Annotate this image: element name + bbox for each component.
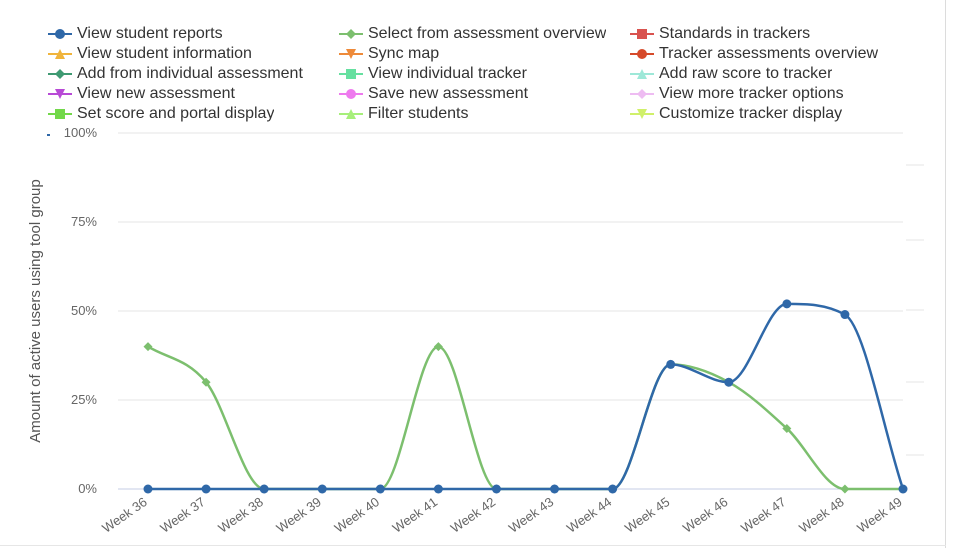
- data-point-select-from-assessment-overview: [201, 377, 211, 387]
- legend-item-save-new-assessment[interactable]: Save new assessment: [337, 84, 628, 104]
- data-point-view-student-reports: [724, 377, 734, 387]
- legend-symbol-icon: [630, 29, 654, 39]
- legend-item-filter-students[interactable]: Filter students: [337, 104, 628, 122]
- data-point-view-student-reports: [898, 484, 908, 494]
- data-point-view-student-reports: [666, 359, 676, 369]
- series-line-view-student-reports: [148, 302, 905, 491]
- legend-symbol-icon: [339, 29, 363, 39]
- x-tick-label: Week 48: [796, 494, 846, 536]
- y-tick-label: 75%: [71, 214, 97, 229]
- bottom-divider: [0, 545, 946, 546]
- x-tick-label: Week 44: [564, 494, 614, 536]
- x-tick-label: Week 45: [622, 494, 672, 536]
- legend-label: View more tracker options: [659, 85, 844, 102]
- chart-legend: View student reports Select from assessme…: [46, 24, 926, 122]
- legend-item-sync-map[interactable]: Sync map: [337, 44, 628, 64]
- y-axis-marker: [47, 134, 50, 136]
- legend-item-add-raw-score-to-tracker[interactable]: Add raw score to tracker: [628, 64, 919, 84]
- legend-item-standards-in-trackers[interactable]: Standards in trackers: [628, 24, 919, 44]
- data-point-view-student-reports: [433, 484, 443, 494]
- data-point-select-from-assessment-overview: [143, 342, 153, 352]
- legend-symbol-icon: [630, 109, 654, 119]
- legend-symbol-icon: [339, 69, 363, 79]
- data-point-select-from-assessment-overview: [782, 423, 792, 433]
- data-point-view-student-reports: [550, 484, 560, 494]
- legend-item-select-from-assessment-overview[interactable]: Select from assessment overview: [337, 24, 628, 44]
- x-tick-label: Week 37: [157, 494, 207, 536]
- data-point-view-student-reports: [201, 484, 211, 494]
- x-tick-label: Week 47: [738, 494, 788, 536]
- legend-item-set-score-and-portal-display[interactable]: Set score and portal display: [46, 104, 337, 122]
- legend-label: Set score and portal display: [77, 105, 275, 122]
- legend-label: Select from assessment overview: [368, 25, 607, 42]
- y-tick-label: 50%: [71, 303, 97, 318]
- legend-item-add-from-individual-assessment[interactable]: Add from individual assessment: [46, 64, 337, 84]
- legend-symbol-icon: [339, 49, 363, 59]
- legend-label: Filter students: [368, 105, 469, 122]
- x-tick-label: Week 39: [274, 494, 324, 536]
- legend-symbol-icon: [48, 69, 72, 79]
- data-point-view-student-reports: [840, 310, 850, 320]
- data-point-view-student-reports: [491, 484, 501, 494]
- x-tick-label: Week 42: [448, 494, 498, 536]
- legend-symbol-icon: [339, 109, 363, 119]
- legend-symbol-icon: [630, 89, 654, 99]
- data-point-view-student-reports: [143, 484, 153, 494]
- data-point-select-from-assessment-overview: [840, 484, 850, 494]
- legend-symbol-icon: [630, 69, 654, 79]
- x-tick-label: Week 40: [332, 494, 382, 536]
- data-point-view-student-reports: [317, 484, 327, 494]
- legend-symbol-icon: [48, 29, 72, 39]
- legend-symbol-icon: [339, 89, 363, 99]
- legend-symbol-icon: [48, 109, 72, 119]
- data-point-view-student-reports: [259, 484, 269, 494]
- y-tick-label: 100%: [64, 125, 98, 140]
- legend-item-customize-tracker-display[interactable]: Customize tracker display: [628, 104, 919, 122]
- y-axis-title: Amount of active users using tool group: [27, 179, 44, 442]
- legend-label: Customize tracker display: [659, 105, 843, 122]
- x-tick-label: Week 49: [854, 494, 904, 536]
- legend-symbol-icon: [630, 49, 654, 59]
- data-point-view-student-reports: [375, 484, 385, 494]
- legend-item-view-student-reports[interactable]: View student reports: [46, 24, 337, 44]
- legend-label: Standards in trackers: [659, 25, 811, 42]
- legend-label: Add raw score to tracker: [659, 65, 833, 82]
- x-tick-label: Week 38: [215, 494, 265, 536]
- legend-label: View individual tracker: [368, 65, 527, 82]
- legend-item-view-new-assessment[interactable]: View new assessment: [46, 84, 337, 104]
- data-point-view-student-reports: [782, 299, 792, 309]
- legend-label: Sync map: [368, 45, 440, 62]
- legend-label: View student information: [77, 45, 252, 62]
- legend-label: Save new assessment: [368, 85, 529, 102]
- x-tick-label: Week 46: [680, 494, 730, 536]
- legend-item-tracker-assessments-overview[interactable]: Tracker assessments overview: [628, 44, 919, 64]
- series-line-select-from-assessment-overview: [147, 345, 903, 491]
- legend-label: View student reports: [77, 25, 223, 42]
- x-tick-label: Week 43: [506, 494, 556, 536]
- legend-label: Tracker assessments overview: [659, 45, 879, 62]
- legend-item-view-more-tracker-options[interactable]: View more tracker options: [628, 84, 919, 104]
- legend-label: Add from individual assessment: [77, 65, 303, 82]
- legend-item-view-student-information[interactable]: View student information: [46, 44, 337, 64]
- y-tick-label: 25%: [71, 392, 97, 407]
- data-point-view-student-reports: [608, 484, 618, 494]
- legend-symbol-icon: [48, 49, 72, 59]
- legend-symbol-icon: [48, 89, 72, 99]
- data-point-select-from-assessment-overview: [433, 342, 443, 352]
- legend-label: View new assessment: [77, 85, 235, 102]
- x-tick-label: Week 41: [390, 494, 440, 536]
- legend-item-view-individual-tracker[interactable]: View individual tracker: [337, 64, 628, 84]
- y-tick-label: 0%: [78, 481, 97, 496]
- x-tick-label: Week 36: [99, 494, 149, 536]
